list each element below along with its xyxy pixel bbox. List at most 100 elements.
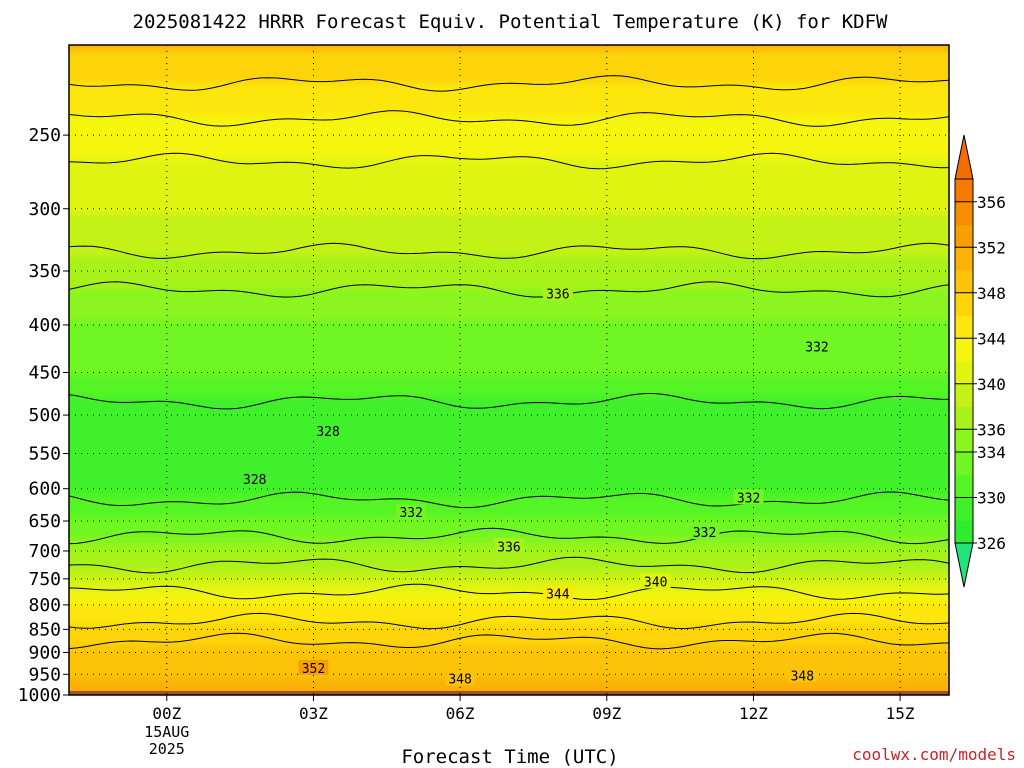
contour-label-bg [733,489,764,505]
colorbar-swatch [955,497,973,521]
x-tick-label: 12Z [739,704,768,723]
colorbar-swatch [955,292,973,316]
y-tick-label: 650 [28,511,61,532]
y-tick-label: 350 [28,261,61,282]
y-tick-label: 450 [28,363,61,384]
colorbar-label: 334 [977,443,1006,462]
ground-surface [69,690,949,695]
contour-label: 336 [497,540,520,555]
contour-label-bg [542,285,573,301]
x-tick-label: 00Z [152,704,181,723]
y-tick-label: 600 [28,479,61,500]
contour-label: 332 [399,506,422,521]
contour-lines [69,75,949,650]
colorbar-swatch [955,270,973,294]
contour-338-1 [69,556,949,574]
colorbar-label: 330 [977,489,1006,508]
plot-background [69,45,949,695]
y-tick-label: 300 [28,199,61,220]
contour-label: 340 [644,575,667,590]
contour-338-0 [69,242,949,260]
colorbar-swatch [955,452,973,476]
contour-label-bg [239,471,270,487]
x-tick-sublabel: 2025 [149,740,185,758]
colorbar-swatch [955,361,973,385]
colorbar-swatch [955,338,973,362]
contour-label-bg [494,538,524,554]
contour-346-0 [69,75,949,92]
y-tick-label: 850 [28,619,61,640]
contour-label-bg [787,667,818,683]
y-tick-label: 550 [28,444,61,465]
y-axis: 2503003504004505005506006507007508008509… [18,125,69,706]
contour-label-bg [689,524,720,540]
contour-label: 332 [737,491,760,506]
contour-346-1 [69,612,949,630]
plot-area: 336 332 328 328 332 332 332 336 340 344 352 348 348 [69,45,949,695]
contour-342-0 [69,152,949,170]
contour-344-0 [69,110,949,127]
y-tick-label: 700 [28,541,61,562]
contour-label-bg [313,422,344,438]
contour-label: 352 [302,662,325,677]
contour-label: 332 [805,341,828,356]
colorbar-label: 348 [977,284,1006,303]
contour-label-bg [298,659,329,675]
contour-334-0 [69,527,949,545]
contour-label: 344 [546,588,570,603]
colorbar-label: 352 [977,238,1006,257]
y-tick-label: 750 [28,569,61,590]
colorbar-swatch [955,520,973,544]
contour-label-bg [802,338,832,354]
contour-label: 336 [546,287,569,302]
y-tick-label: 950 [28,664,61,685]
contour-label: 328 [243,473,266,488]
y-tick-label: 400 [28,315,61,336]
contour-342-1 [69,583,949,601]
credit-text: coolwx.com/models [852,745,1016,764]
x-tick-label: 06Z [446,704,475,723]
colorbar-label: 356 [977,193,1006,212]
colorbar-swatch [955,201,973,225]
contour-label: 348 [791,670,814,685]
colorbar-label: 336 [977,420,1006,439]
plot-frame [68,44,950,696]
chart-title: 2025081422 HRRR Forecast Equiv. Potentia… [133,11,889,33]
y-tick-label: 1000 [18,685,61,706]
y-tick-label: 500 [28,405,61,426]
contour-330-0 [69,393,949,410]
grid-lines [69,45,949,695]
y-tick-label: 800 [28,595,61,616]
colorbar-swatch [955,315,973,339]
contour-label: 332 [693,526,716,541]
colorbar-swatch [955,474,973,498]
y-tick-label: 250 [28,125,61,146]
contour-label: 348 [448,673,471,688]
x-tick-label: 15Z [886,704,915,723]
y-tick-label: 900 [28,642,61,663]
colorbar-swatch [955,383,973,407]
colorbar-over-arrow [954,134,974,180]
colorbar-swatch [955,406,973,430]
contour-labels: 336 332 328 328 332 332 332 336 340 344 352 348 348 [239,285,832,688]
contour-label-bg [640,573,671,589]
colorbar-swatch [955,224,973,248]
colorbar-under-arrow [954,542,974,588]
colorbar: 326 330 334 336 340 344 348 352 356 [954,134,1006,588]
contour-label-bg [445,670,476,686]
colorbar-swatch [955,247,973,271]
contour-348-0 [69,632,949,650]
colorbar-swatch [955,429,973,453]
colorbar-swatch [955,179,973,203]
contour-330-1 [69,491,949,509]
x-tick-label: 09Z [592,704,621,723]
contour-label-bg [542,585,573,601]
colorbar-label: 344 [977,329,1006,348]
contour-label: 328 [316,425,339,440]
colorbar-label: 340 [977,375,1006,394]
contour-label-bg [396,504,427,520]
x-tick-sublabel: 15AUG [144,723,189,741]
contour-336-0 [69,281,949,298]
